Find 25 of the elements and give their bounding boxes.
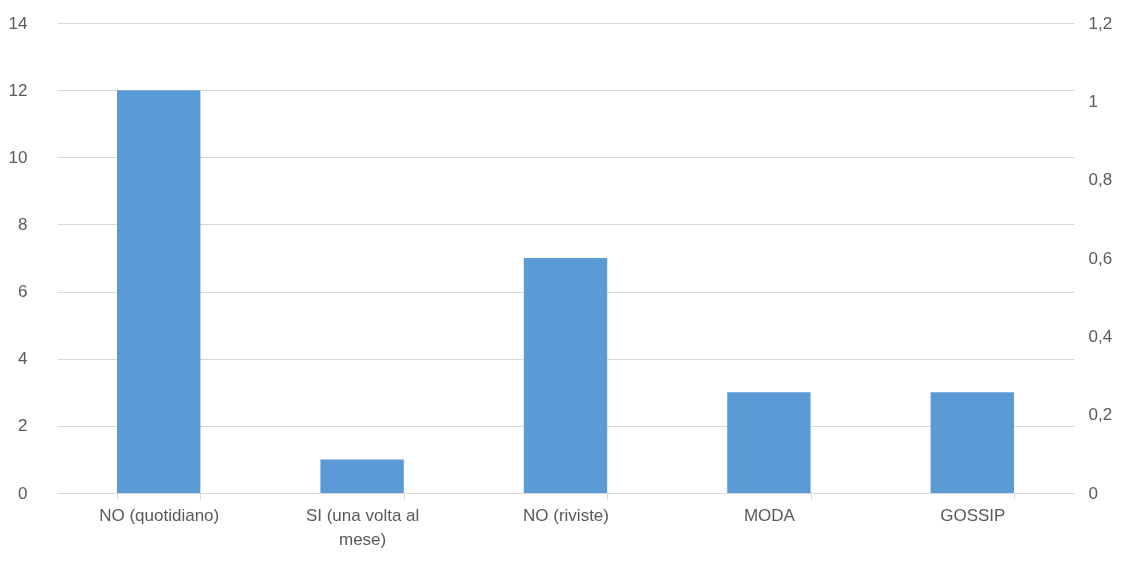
bar — [930, 392, 1014, 493]
bar — [117, 90, 201, 493]
y2-tick-label: 0,2 — [1088, 405, 1113, 425]
bar — [320, 459, 404, 493]
y2-tick-label: 1 — [1088, 91, 1098, 111]
x-tick-label: MODA — [743, 505, 796, 525]
x-tick-label: NO (quotidiano) — [99, 505, 220, 525]
y-tick-label: 2 — [18, 416, 28, 436]
y-tick-label: 12 — [8, 80, 28, 100]
y2-tick-label: 0,4 — [1088, 326, 1113, 346]
y2-tick-label: 0,6 — [1088, 248, 1113, 268]
bar — [727, 392, 811, 493]
y2-tick-label: 0,8 — [1088, 170, 1113, 190]
y-tick-label: 10 — [8, 147, 28, 167]
y2-tick-label: 1,2 — [1088, 13, 1113, 33]
y2-tick-label: 0 — [1088, 483, 1098, 503]
y-tick-label: 4 — [18, 349, 28, 369]
y-tick-label: 6 — [18, 282, 28, 302]
y-tick-label: 14 — [8, 13, 28, 33]
x-tick-label: GOSSIP — [940, 505, 1006, 525]
y-tick-label: 8 — [18, 214, 28, 234]
x-tick-label: SI (una volta al mese) — [305, 505, 420, 549]
x-tick-label: NO (riviste) — [523, 505, 609, 525]
bar — [523, 258, 608, 493]
y-tick-label: 0 — [18, 483, 28, 503]
